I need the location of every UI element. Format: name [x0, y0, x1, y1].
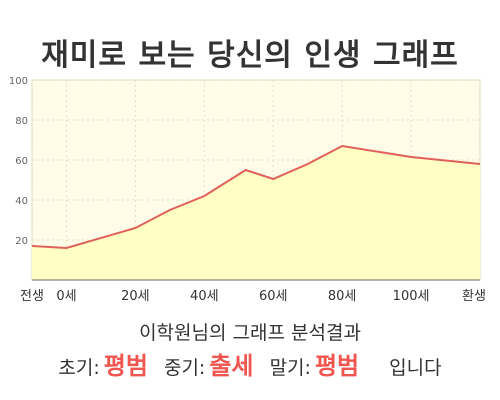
- y-tick-label: 40: [15, 196, 28, 207]
- x-tick-label: 환생: [462, 289, 486, 304]
- life-graph-chart: 20 40 60 80 100 전생 0세 20세 40세 60세 80세 100세 환생: [9, 76, 486, 304]
- analysis-result: 초기: 평범 중기: 출세 말기: 평범 입니다: [0, 346, 500, 381]
- y-tick-label: 80: [15, 116, 28, 127]
- mid-label: 중기:: [163, 357, 206, 379]
- y-tick-label: 100: [9, 76, 28, 87]
- analysis-subtitle: 이학원님의 그래프 분석결과: [139, 322, 361, 344]
- y-tick-labels: 20 40 60 80 100: [9, 76, 28, 247]
- late-label: 말기:: [269, 357, 311, 379]
- x-tick-label: 60세: [259, 289, 288, 304]
- chart-title: 재미로 보는 당신의 인생 그래프: [41, 38, 459, 73]
- early-label: 초기:: [58, 357, 100, 379]
- x-tick-label: 전생: [20, 289, 44, 304]
- x-tick-label: 20세: [121, 289, 150, 304]
- x-tick-label: 100세: [393, 289, 430, 304]
- x-tick-label: 80세: [328, 289, 357, 304]
- y-tick-label: 20: [15, 236, 28, 247]
- y-tick-label: 60: [15, 156, 28, 167]
- x-tick-label: 40세: [190, 289, 219, 304]
- area-fill: [32, 146, 480, 280]
- x-tick-label: 0세: [56, 289, 76, 304]
- result-tail: 입니다: [389, 357, 442, 379]
- series-line: [31, 144, 481, 250]
- late-value: 평범: [314, 352, 360, 380]
- x-tick-labels: 전생 0세 20세 40세 60세 80세 100세 환생: [20, 289, 486, 304]
- mid-value: 출세: [209, 352, 254, 380]
- early-value: 평범: [103, 352, 148, 380]
